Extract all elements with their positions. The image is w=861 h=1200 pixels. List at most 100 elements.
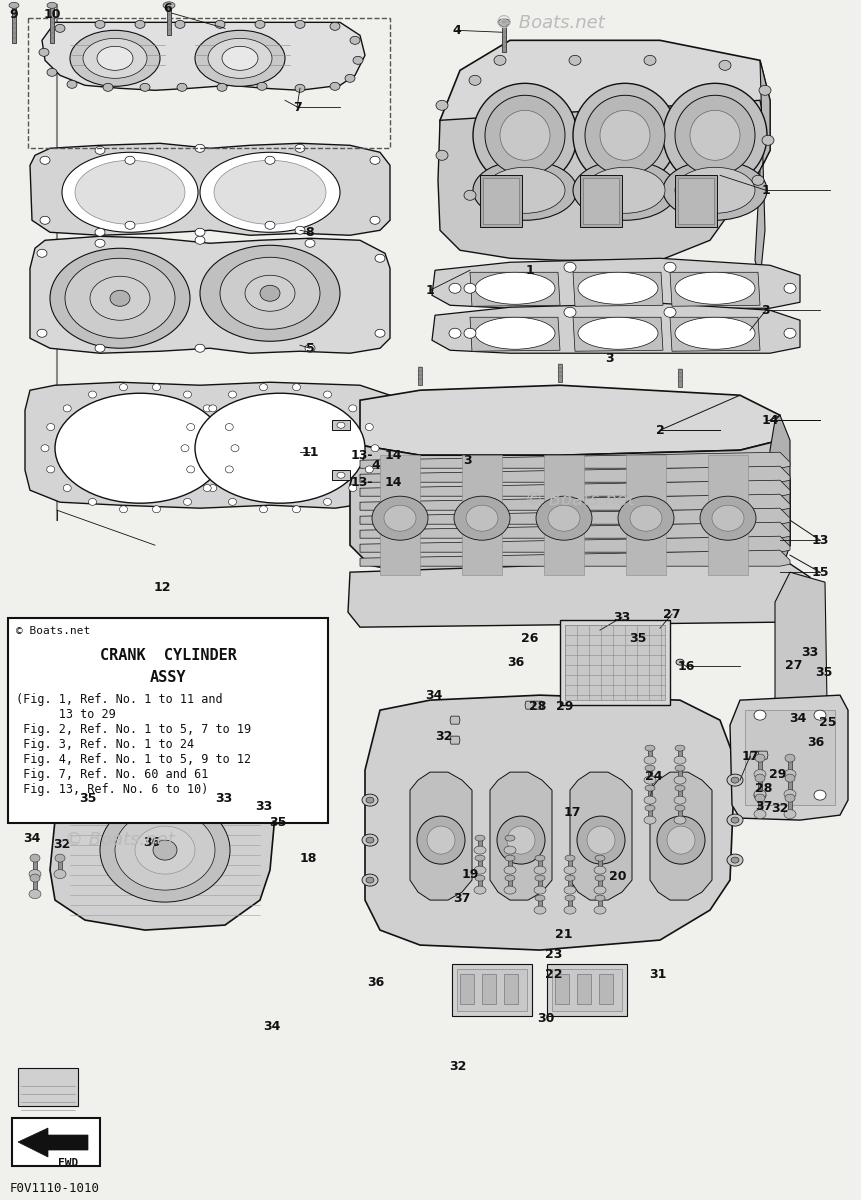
Ellipse shape [645,766,655,772]
Text: 34: 34 [23,832,40,845]
Bar [758,798,762,814]
Ellipse shape [565,856,575,862]
Ellipse shape [675,785,685,791]
Bar [568,898,572,910]
Text: 16: 16 [678,660,695,673]
Ellipse shape [578,272,658,305]
Text: 6: 6 [164,2,172,14]
Ellipse shape [349,404,356,412]
Ellipse shape [324,498,331,505]
Text: 35: 35 [815,666,833,679]
Polygon shape [50,782,275,930]
Text: 27: 27 [785,659,802,672]
Ellipse shape [366,877,374,883]
Polygon shape [450,716,460,724]
Text: 22: 22 [545,967,563,980]
Ellipse shape [70,30,160,86]
Ellipse shape [645,805,655,811]
Bar [504,974,518,1004]
Ellipse shape [89,391,96,398]
Polygon shape [462,455,502,575]
Text: Fig. 3, Ref. No. 1 to 24: Fig. 3, Ref. No. 1 to 24 [16,738,194,751]
Ellipse shape [498,19,510,26]
Ellipse shape [47,2,57,8]
Polygon shape [380,455,420,575]
Polygon shape [440,41,770,215]
Polygon shape [350,440,790,575]
Ellipse shape [564,263,576,272]
Polygon shape [360,536,790,552]
Text: 19: 19 [461,868,479,881]
Text: 30: 30 [537,1012,554,1025]
Bar [33,878,37,894]
Text: 1: 1 [425,283,435,296]
Bar [483,179,519,224]
Text: 14: 14 [384,449,402,462]
Ellipse shape [187,424,195,431]
Ellipse shape [600,110,650,161]
Bar [538,898,542,910]
Bar [332,470,350,480]
Ellipse shape [712,505,744,532]
Ellipse shape [371,445,379,451]
Ellipse shape [754,790,766,800]
Ellipse shape [675,805,685,811]
Ellipse shape [50,248,190,348]
Ellipse shape [305,239,315,247]
Ellipse shape [569,55,581,65]
Polygon shape [360,385,780,455]
Ellipse shape [41,445,49,451]
Polygon shape [25,383,392,508]
Text: 34: 34 [790,712,807,725]
Bar [8,618,328,823]
Ellipse shape [474,886,486,894]
Bar [598,858,602,870]
Ellipse shape [187,466,195,473]
Text: 3: 3 [464,454,473,467]
Bar [12,1118,100,1166]
Bar [50,5,54,43]
Ellipse shape [257,83,267,90]
Ellipse shape [675,167,755,214]
Ellipse shape [103,83,113,91]
Ellipse shape [504,886,516,894]
Ellipse shape [345,74,355,83]
Bar [18,1068,78,1106]
Ellipse shape [675,745,685,751]
Text: 35: 35 [79,792,96,805]
Ellipse shape [215,20,225,29]
Text: 34: 34 [263,1020,281,1032]
Ellipse shape [366,797,374,803]
Text: 35: 35 [629,631,647,644]
Ellipse shape [675,95,755,175]
Ellipse shape [362,834,378,846]
Text: 28: 28 [755,781,772,794]
Bar [788,798,792,814]
Ellipse shape [90,276,150,320]
Ellipse shape [754,790,766,799]
Text: 7: 7 [294,101,302,114]
Text: 13-: 13- [350,449,374,462]
Ellipse shape [564,906,576,914]
Ellipse shape [755,754,765,762]
Polygon shape [770,415,790,575]
Bar [675,175,717,227]
Text: 3: 3 [762,304,771,317]
Polygon shape [360,508,790,524]
Polygon shape [360,494,790,510]
Bar [560,620,670,706]
Ellipse shape [39,48,49,56]
Ellipse shape [500,110,550,161]
Ellipse shape [365,424,374,431]
Bar [648,768,652,780]
Polygon shape [626,455,666,575]
Bar [418,367,422,385]
Ellipse shape [265,221,275,229]
Bar [167,5,171,35]
Ellipse shape [644,756,656,764]
Ellipse shape [120,505,127,512]
Ellipse shape [644,816,656,824]
Ellipse shape [295,144,305,152]
Text: 21: 21 [555,928,573,941]
Ellipse shape [548,505,580,532]
